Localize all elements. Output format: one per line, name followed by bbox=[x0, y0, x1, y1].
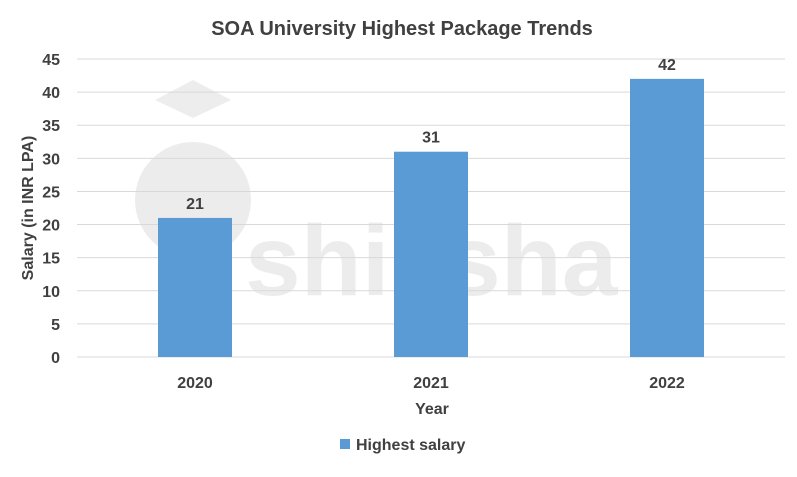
chart-title: SOA University Highest Package Trends bbox=[211, 18, 593, 40]
y-axis-label: Salary (in INR LPA) bbox=[20, 136, 37, 281]
y-tick-label: 35 bbox=[42, 118, 60, 135]
data-labels: 21 31 42 bbox=[186, 57, 676, 213]
y-tick-label: 40 bbox=[42, 85, 60, 102]
y-tick-label: 20 bbox=[42, 218, 60, 235]
x-tick-label: 2022 bbox=[649, 375, 685, 392]
bars bbox=[158, 78, 704, 357]
bar-2022 bbox=[630, 78, 704, 357]
bar-2021 bbox=[394, 151, 468, 357]
y-tick-label: 25 bbox=[42, 184, 60, 201]
x-axis-ticks: 2020 2021 2022 bbox=[177, 375, 685, 392]
data-label: 42 bbox=[658, 57, 676, 74]
legend-label: Highest salary bbox=[356, 437, 465, 454]
legend: Highest salary bbox=[340, 437, 465, 454]
y-tick-label: 30 bbox=[42, 151, 60, 168]
y-tick-label: 45 bbox=[42, 52, 60, 69]
data-label: 21 bbox=[186, 196, 204, 213]
y-tick-label: 15 bbox=[42, 251, 60, 268]
x-tick-label: 2020 bbox=[177, 375, 213, 392]
y-tick-label: 10 bbox=[42, 284, 60, 301]
x-axis-label: Year bbox=[415, 401, 449, 418]
legend-swatch bbox=[340, 439, 350, 449]
data-label: 31 bbox=[422, 130, 440, 147]
bar-2020 bbox=[158, 217, 232, 357]
y-axis-ticks: 0 5 10 15 20 25 30 35 40 45 bbox=[42, 52, 60, 367]
y-tick-label: 5 bbox=[51, 317, 60, 334]
y-tick-label: 0 bbox=[51, 350, 60, 367]
x-tick-label: 2021 bbox=[413, 375, 449, 392]
